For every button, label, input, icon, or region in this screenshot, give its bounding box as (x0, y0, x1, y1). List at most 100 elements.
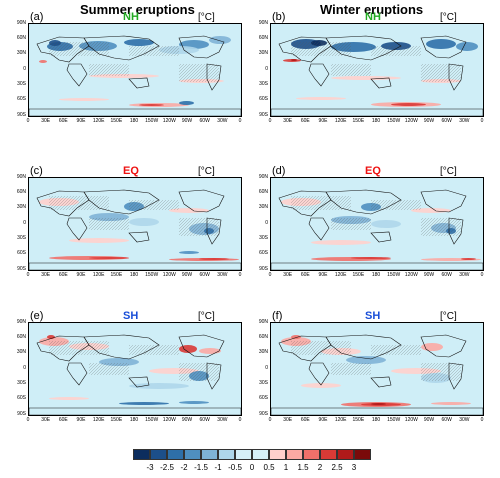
anomaly-region (461, 258, 476, 260)
lat-tick-label: 60S (17, 96, 26, 102)
lat-tick-label: 60S (259, 395, 268, 401)
lat-tick-label: 90N (16, 319, 26, 325)
colorbar-swatch (201, 449, 218, 460)
lat-tick-label: 30N (16, 50, 26, 56)
map-panel-f: (f) SH [°C] 90N 60N 30N 0 30S 60S 90S 0 30E 60E 90E 12… (254, 310, 486, 427)
lon-tick-label: 60W (199, 118, 210, 124)
lat-tick-label: 0 (23, 365, 26, 371)
lon-tick-label: 150E (352, 417, 365, 423)
coastline (370, 231, 392, 243)
map-canvas (271, 189, 483, 270)
lon-tick-label: 180 (129, 272, 139, 278)
coastline (29, 108, 241, 116)
lon-tick-label: 150E (110, 417, 123, 423)
lon-tick-label: 30E (41, 118, 51, 124)
coastline (36, 36, 90, 63)
lon-tick-label: 90E (318, 118, 328, 124)
lat-tick-label: 30S (259, 380, 268, 386)
panel-region-label: SH (365, 310, 381, 322)
temperature-anomaly-map (28, 23, 242, 117)
colorbar-tick-label: 1 (283, 463, 289, 472)
anomaly-region (129, 383, 189, 389)
coastline (420, 35, 467, 59)
map-panel-b: (b) NH [°C] 90N 60N 30N 0 30S 60S 90S 0 30E 60E 90E 12… (254, 11, 486, 128)
lon-tick-label: 120E (92, 272, 105, 278)
lon-tick-label: 60E (300, 417, 310, 423)
coastline (325, 35, 402, 61)
lon-tick-label: 150W (145, 272, 159, 278)
colorbar-tick-label: -2.5 (160, 463, 174, 472)
lat-tick-label: 90N (16, 174, 26, 180)
lon-tick-label: 120E (92, 417, 105, 423)
map-panel-c: (c) EQ [°C] 90N 60N 30N 0 30S 60S 90S 0 30E 60E 90E 12… (12, 165, 244, 282)
significance-hatching (49, 196, 109, 210)
panel-unit-label: [°C] (198, 12, 215, 23)
significance-hatching (331, 363, 371, 375)
lon-tick-label: 60W (441, 272, 452, 278)
lon-tick-label: 120E (92, 118, 105, 124)
coastline (325, 189, 402, 215)
coastline (448, 362, 464, 390)
lat-tick-label: 90N (258, 319, 268, 325)
coastline (66, 217, 88, 241)
coastline (206, 217, 222, 245)
colorbar-swatch (252, 449, 269, 460)
lat-tick-label: 60S (17, 250, 26, 256)
significance-hatching (49, 341, 109, 355)
colorbar-tick-label: 3 (351, 463, 357, 472)
lon-tick-label: 60E (58, 417, 68, 423)
significance-hatching (179, 363, 219, 381)
map-panel-a: (a) NH [°C] 90N 60N 30N 0 30S 60S 90S 0 30E 60E 90E 12… (12, 11, 244, 128)
coastline (83, 189, 160, 215)
lon-tick-label: 0 (238, 118, 242, 124)
colorbar-swatch (150, 449, 167, 460)
anomaly-region (139, 104, 164, 106)
colorbar-swatch (269, 449, 286, 460)
lon-tick-label: 30W (459, 118, 470, 124)
coastline (128, 231, 150, 243)
lon-tick-label: 30E (283, 417, 293, 423)
anomaly-region (391, 103, 426, 106)
lon-tick-label: 120W (404, 417, 418, 423)
coastline (420, 189, 467, 213)
anomaly-region (431, 402, 471, 405)
lon-tick-label: 90E (76, 118, 86, 124)
panel-unit-label: [°C] (198, 166, 215, 177)
coastline (29, 262, 241, 270)
anomaly-region (179, 401, 209, 404)
anomaly-region (426, 39, 456, 49)
panel-region-label: NH (123, 11, 139, 23)
significance-hatching (129, 200, 179, 210)
lon-tick-label: 180 (371, 272, 381, 278)
lat-tick-label: 30N (258, 349, 268, 355)
significance-hatching (179, 64, 219, 82)
lat-tick-label: 30N (258, 204, 268, 210)
lat-tick-label: 0 (265, 66, 268, 72)
map-canvas (271, 35, 483, 116)
anomaly-region (296, 97, 346, 100)
significance-hatching (421, 363, 461, 381)
colorbar-swatch (354, 449, 371, 460)
lon-tick-label: 0 (480, 417, 484, 423)
panel-letter: (a) (30, 11, 44, 23)
significance-hatching (89, 218, 129, 230)
lon-tick-label: 90W (181, 118, 193, 124)
lon-tick-label: 0 (26, 272, 30, 278)
lon-tick-label: 0 (480, 272, 484, 278)
lat-tick-label: 0 (23, 66, 26, 72)
lat-tick-label: 90S (17, 411, 26, 417)
colorbar-tick-label: 0 (249, 463, 255, 472)
lon-tick-label: 180 (129, 118, 139, 124)
anomaly-region (179, 251, 199, 254)
coastline (206, 362, 222, 390)
colorbar-swatch (303, 449, 320, 460)
significance-hatching (371, 46, 421, 56)
coastline (178, 189, 225, 213)
coastline (271, 108, 483, 116)
colorbar-tick-label: -3 (146, 463, 154, 472)
colorbar-swatch (320, 449, 337, 460)
significance-hatching (421, 64, 461, 82)
lon-tick-label: 30W (459, 417, 470, 423)
significance-hatching (49, 42, 109, 56)
lon-tick-label: 30E (41, 417, 51, 423)
